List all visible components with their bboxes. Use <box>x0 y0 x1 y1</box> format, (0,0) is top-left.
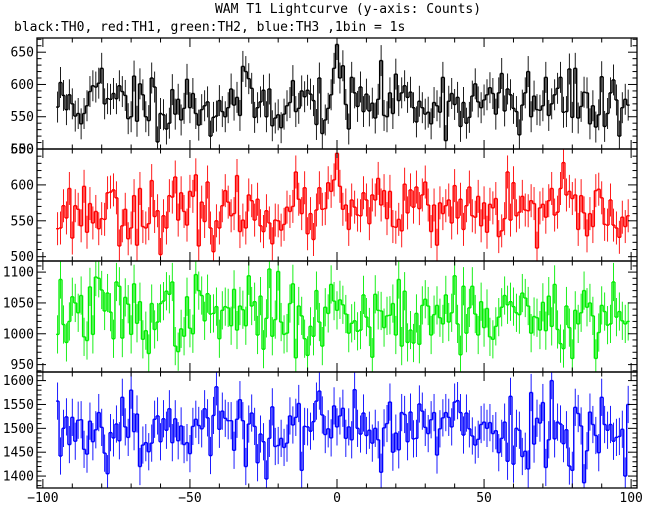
x-tick-label: 50 <box>476 491 492 505</box>
panel-th3: 1400 1450 1500 1550 1600 <box>3 371 638 489</box>
y-tick-label: 1400 <box>3 470 34 485</box>
x-tick-label: −100 <box>27 491 58 505</box>
y-tick-label: 550 <box>11 110 34 125</box>
y-tick-label: 500 <box>11 143 34 158</box>
y-tick-label: 950 <box>11 358 34 373</box>
x-tick-label: 100 <box>619 491 642 505</box>
panel-th2: 950 1000 1050 1100 <box>3 260 638 373</box>
chart-title: WAM T1 Lightcurve (y-axis: Counts) <box>215 2 481 17</box>
y-tick-label: 1050 <box>3 296 34 311</box>
y-tick-label: 600 <box>11 178 34 193</box>
y-tick-label: 550 <box>11 214 34 229</box>
y-tick-label: 1600 <box>3 374 34 389</box>
panel-th1: 500 550 600 650 <box>11 143 638 265</box>
y-tick-label: 650 <box>11 143 34 158</box>
y-tick-label: 1100 <box>3 266 34 281</box>
x-axis: −100 −50 0 50 100 <box>27 491 643 505</box>
y-tick-label: 1450 <box>3 446 34 461</box>
y-tick-label: 1550 <box>3 398 34 413</box>
y-tick-label: 500 <box>11 250 34 265</box>
series-th1 <box>56 149 630 261</box>
y-tick-label: 1500 <box>3 422 34 437</box>
series-th0 <box>56 38 630 149</box>
y-tick-label: 600 <box>11 78 34 93</box>
x-tick-label: −50 <box>178 491 201 505</box>
x-tick-label: 0 <box>333 491 341 505</box>
y-tick-label: 650 <box>11 46 34 61</box>
panel-th0: 500 550 600 650 <box>11 37 638 158</box>
chart-subtitle: black:TH0, red:TH1, green:TH2, blue:TH3 … <box>14 20 405 35</box>
series-th2 <box>56 261 630 372</box>
y-tick-label: 1000 <box>3 327 34 342</box>
series-th3 <box>56 372 630 488</box>
lightcurve-panels: 5005506006505005506006509501000105011001… <box>3 37 638 489</box>
